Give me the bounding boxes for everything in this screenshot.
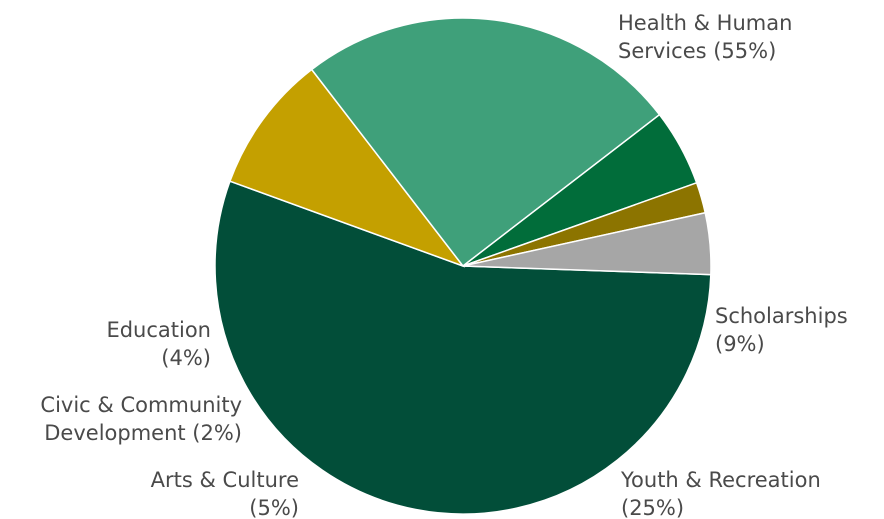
slice-label-arts-culture: Arts & Culture (5%)	[151, 468, 299, 519]
slice-label-line2: (25%)	[621, 496, 684, 519]
slice-label-line2: (4%)	[161, 346, 211, 370]
slice-label-line2: Services (55%)	[618, 39, 776, 63]
slice-label-line1: Youth & Recreation	[620, 468, 821, 492]
pie-slice-education	[462, 211, 712, 276]
slice-label-line2: (5%)	[249, 496, 299, 519]
slice-label-health-human-services: Health & Human Services (55%)	[618, 11, 792, 63]
slice-label-line2: (9%)	[715, 332, 765, 356]
slice-label-line1: Arts & Culture	[151, 468, 299, 492]
pie-slices	[214, 17, 712, 515]
pie-labels: Health & Human Services (55%) Scholarships…	[40, 11, 847, 519]
slice-label-line1: Health & Human	[618, 11, 792, 35]
slice-label-education: Education (4%)	[106, 318, 211, 370]
slice-label-line1: Civic & Community	[40, 393, 242, 417]
slice-label-scholarships: Scholarships (9%)	[715, 304, 848, 356]
pie-slice-youth-recreation	[310, 17, 661, 268]
slice-label-youth-recreation: Youth & Recreation (25%)	[620, 468, 821, 519]
slice-label-line1: Education	[106, 318, 211, 342]
slice-label-line1: Scholarships	[715, 304, 848, 328]
pie-slice-health-human-services	[214, 180, 712, 515]
pie-slice-scholarships	[228, 68, 466, 268]
slice-label-line2: Development (2%)	[44, 421, 242, 445]
slice-label-civic-community-development: Civic & Community Development (2%)	[40, 393, 242, 445]
